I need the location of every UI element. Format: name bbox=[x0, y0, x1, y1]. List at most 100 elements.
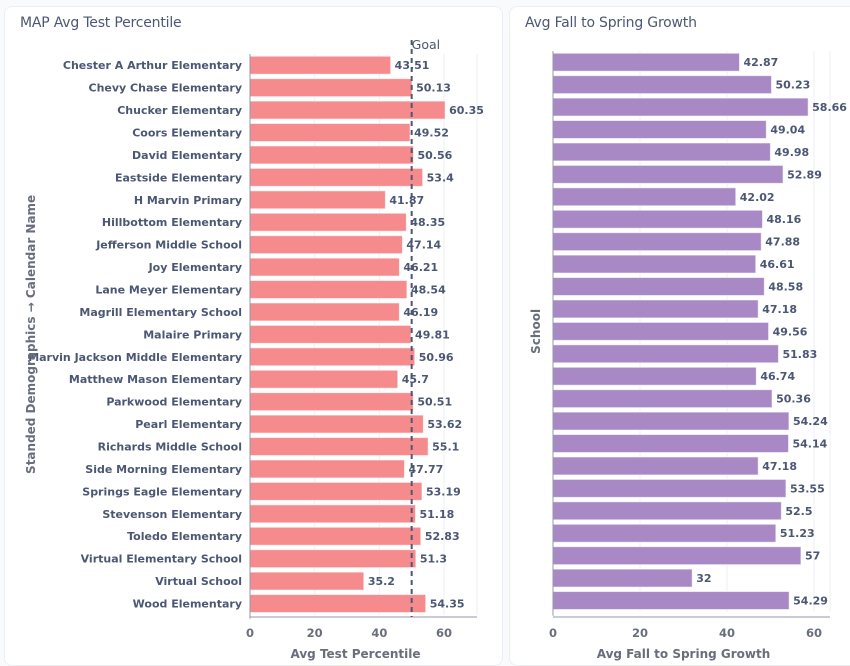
bar[interactable] bbox=[249, 459, 405, 479]
category-label: Lane Meyer Elementary bbox=[95, 284, 242, 297]
data-label: 42.02 bbox=[740, 191, 775, 204]
bar[interactable] bbox=[249, 324, 412, 344]
category-label: Coors Elementary bbox=[132, 127, 242, 140]
data-label: 48.54 bbox=[411, 284, 446, 297]
bar[interactable] bbox=[552, 209, 763, 229]
bar[interactable] bbox=[552, 478, 787, 498]
data-label: 48.58 bbox=[768, 281, 803, 294]
x-tick-label: 40 bbox=[371, 626, 387, 640]
bar[interactable] bbox=[249, 392, 414, 412]
data-label: 54.35 bbox=[430, 598, 465, 611]
data-label: 52.83 bbox=[425, 530, 460, 543]
bar[interactable] bbox=[249, 78, 413, 98]
bar[interactable] bbox=[249, 481, 423, 501]
bar[interactable] bbox=[552, 254, 757, 274]
y-axis-title: Standed Demographics → Calendar Name bbox=[24, 195, 38, 474]
bar[interactable] bbox=[249, 302, 400, 322]
bar[interactable] bbox=[249, 571, 365, 591]
data-label: 58.66 bbox=[812, 101, 847, 114]
bar[interactable] bbox=[249, 526, 422, 546]
category-label: Pearl Elementary bbox=[135, 418, 242, 431]
chart-title[interactable]: Avg Fall to Spring Growth bbox=[525, 15, 697, 31]
data-label: 49.52 bbox=[414, 127, 449, 140]
category-label: Toledo Elementary bbox=[127, 530, 242, 543]
bar[interactable] bbox=[552, 142, 771, 162]
chart-title[interactable]: MAP Avg Test Percentile bbox=[20, 15, 182, 31]
bar[interactable] bbox=[552, 411, 790, 431]
data-label: 54.24 bbox=[793, 415, 828, 428]
x-tick-label: 40 bbox=[719, 626, 735, 640]
bar[interactable] bbox=[552, 568, 693, 588]
category-label: David Elementary bbox=[132, 149, 242, 162]
bar[interactable] bbox=[249, 145, 414, 165]
bar[interactable] bbox=[552, 232, 762, 252]
data-label: 48.16 bbox=[766, 213, 801, 226]
bar[interactable] bbox=[249, 190, 386, 210]
data-label: 46.61 bbox=[760, 258, 795, 271]
goal-label: Goal bbox=[412, 37, 440, 52]
data-label: 60.35 bbox=[449, 104, 484, 117]
category-label: Wood Elementary bbox=[133, 598, 242, 611]
bar[interactable] bbox=[552, 344, 779, 364]
bar[interactable] bbox=[249, 437, 429, 457]
x-tick-label: 20 bbox=[307, 626, 323, 640]
data-label: 47.18 bbox=[762, 303, 797, 316]
data-label: 54.14 bbox=[793, 438, 828, 451]
bar[interactable] bbox=[552, 187, 737, 207]
data-label: 53.55 bbox=[790, 482, 825, 495]
bar[interactable] bbox=[249, 100, 446, 120]
bar[interactable] bbox=[552, 366, 757, 386]
y-axis-title: School bbox=[529, 309, 543, 354]
bar[interactable] bbox=[552, 75, 773, 95]
data-label: 53.19 bbox=[426, 485, 461, 498]
bar[interactable] bbox=[249, 347, 416, 367]
bar[interactable] bbox=[552, 120, 767, 140]
bar[interactable] bbox=[249, 369, 399, 389]
bar[interactable] bbox=[249, 257, 400, 277]
x-axis-title: Avg Test Percentile bbox=[291, 647, 421, 661]
bar[interactable] bbox=[552, 52, 740, 72]
data-label: 49.04 bbox=[770, 124, 805, 137]
data-label: 42.87 bbox=[743, 56, 778, 69]
data-label: 51.83 bbox=[782, 348, 817, 361]
bar[interactable] bbox=[249, 55, 392, 75]
bar[interactable] bbox=[552, 501, 782, 521]
bar[interactable] bbox=[249, 212, 407, 232]
category-label: Jefferson Middle School bbox=[95, 239, 242, 252]
data-label: 54.29 bbox=[793, 595, 828, 608]
bar[interactable] bbox=[249, 167, 424, 187]
bar[interactable] bbox=[249, 414, 424, 434]
category-label: Hillbottom Elementary bbox=[102, 216, 242, 229]
bar[interactable] bbox=[552, 299, 759, 319]
data-label: 47.18 bbox=[762, 460, 797, 473]
data-label: 50.36 bbox=[776, 393, 811, 406]
category-label: Malaire Primary bbox=[143, 328, 242, 341]
x-tick-label: 60 bbox=[436, 626, 452, 640]
bar[interactable] bbox=[249, 504, 416, 524]
category-label: Parkwood Elementary bbox=[106, 396, 242, 409]
category-label: Chester A Arthur Elementary bbox=[63, 59, 242, 72]
bar[interactable] bbox=[552, 546, 802, 566]
bar[interactable] bbox=[552, 523, 777, 543]
data-label: 52.89 bbox=[787, 168, 822, 181]
bar[interactable] bbox=[552, 97, 809, 117]
bar[interactable] bbox=[552, 164, 784, 184]
data-label: 48.35 bbox=[410, 216, 445, 229]
bar[interactable] bbox=[249, 235, 403, 255]
data-label: 53.4 bbox=[427, 171, 454, 184]
data-label: 55.1 bbox=[432, 441, 459, 454]
bar[interactable] bbox=[552, 434, 790, 454]
bar[interactable] bbox=[249, 280, 408, 300]
bar[interactable] bbox=[249, 594, 427, 614]
bar[interactable] bbox=[552, 591, 790, 611]
bar[interactable] bbox=[249, 549, 417, 569]
bar[interactable] bbox=[552, 389, 773, 409]
bar[interactable] bbox=[552, 277, 765, 297]
bar[interactable] bbox=[552, 456, 759, 476]
category-label: Virtual School bbox=[155, 575, 242, 588]
bar[interactable] bbox=[249, 123, 411, 143]
bar[interactable] bbox=[552, 321, 770, 341]
chart-1: 43.51 Chester A Arthur Elementary 50.13 Che… bbox=[24, 37, 484, 661]
